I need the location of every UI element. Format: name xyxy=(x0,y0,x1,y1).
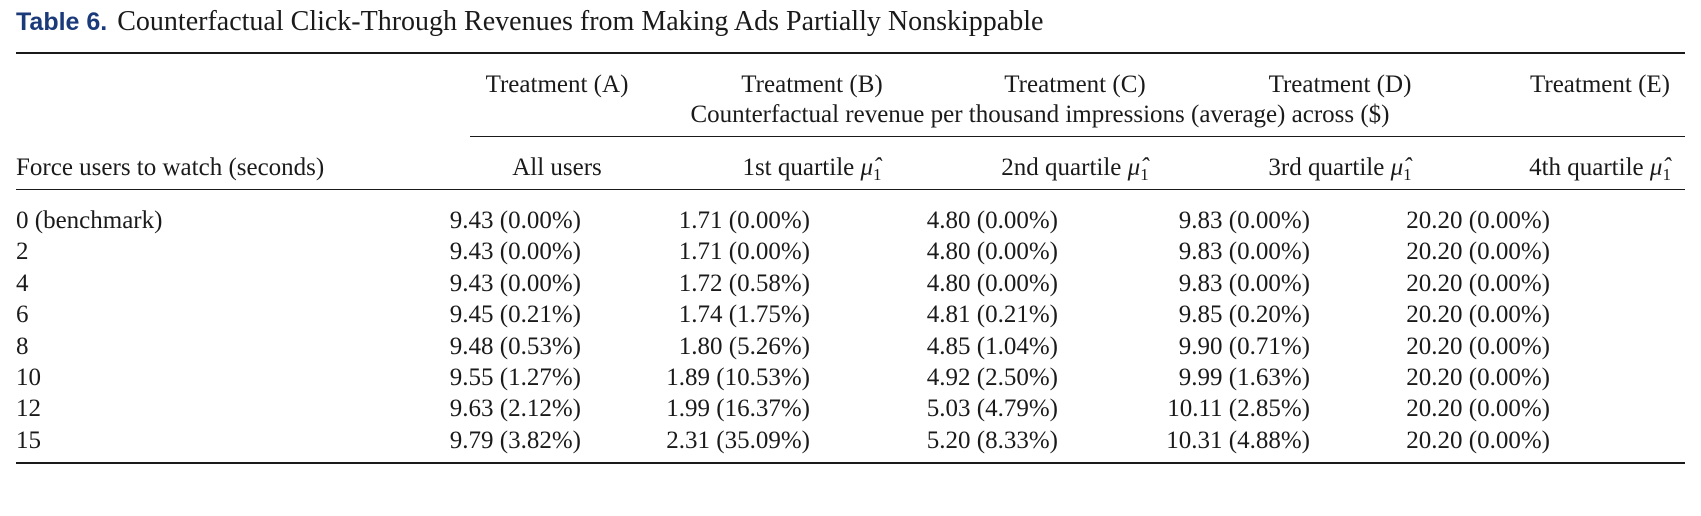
mu-hat-subscript: 1 xyxy=(873,165,882,184)
table-caption: Table 6. Counterfactual Click-Through Rev… xyxy=(16,4,1043,40)
table-cell: 9.43 (0.00%) xyxy=(449,207,581,234)
table-cell: 1.80 (5.26%) xyxy=(678,333,810,360)
row-seconds: 2 xyxy=(16,238,29,265)
table-cell: 4.92 (2.50%) xyxy=(926,364,1058,391)
treatment-header: Treatment (C) xyxy=(1004,71,1146,98)
table-cell: 9.99 (1.63%) xyxy=(1178,364,1310,391)
header-rule xyxy=(16,189,1685,191)
table-cell: 20.20 (0.00%) xyxy=(1406,238,1550,265)
mu-hat-subscript: 1 xyxy=(1140,165,1149,184)
group-header: 2nd quartile μ̂1 xyxy=(935,153,1215,184)
group-header: All users xyxy=(417,153,697,183)
table-cell: 20.20 (0.00%) xyxy=(1406,333,1550,360)
table-cell: 20.20 (0.00%) xyxy=(1406,207,1550,234)
table-cell: 1.99 (16.37%) xyxy=(666,395,810,422)
stub-header: Force users to watch (seconds) xyxy=(16,154,325,181)
table-cell: 9.45 (0.21%) xyxy=(449,301,581,328)
table-label: Table 6. xyxy=(16,8,108,36)
table-cell: 4.81 (0.21%) xyxy=(926,301,1058,328)
table-cell: 20.20 (0.00%) xyxy=(1406,270,1550,297)
table-cell: 9.43 (0.00%) xyxy=(449,238,581,265)
table-cell: 20.20 (0.00%) xyxy=(1406,364,1550,391)
row-seconds: 6 xyxy=(16,301,29,328)
table-cell: 20.20 (0.00%) xyxy=(1406,427,1550,454)
group-header-text: All users xyxy=(512,154,602,181)
group-header-text: 3rd quartile xyxy=(1268,154,1385,181)
table-cell: 9.83 (0.00%) xyxy=(1178,270,1310,297)
spanner-rule xyxy=(470,136,1685,138)
group-header-text: 2nd quartile xyxy=(1001,154,1122,181)
table-cell: 9.55 (1.27%) xyxy=(449,364,581,391)
group-header-text: 1st quartile xyxy=(742,154,855,181)
table-title: Counterfactual Click-Through Revenues fr… xyxy=(117,6,1044,37)
table-cell: 10.31 (4.88%) xyxy=(1166,427,1310,454)
mu-hat-subscript: 1 xyxy=(1403,165,1412,184)
spanner-label: Counterfactual revenue per thousand impr… xyxy=(690,101,1390,128)
treatment-header: Treatment (A) xyxy=(485,71,629,98)
bottom-rule xyxy=(16,462,1685,464)
table-cell: 4.85 (1.04%) xyxy=(926,333,1058,360)
mu-hat-symbol: μ̂ xyxy=(860,154,874,181)
treatment-header: Treatment (D) xyxy=(1268,71,1412,98)
table-cell: 1.71 (0.00%) xyxy=(678,207,810,234)
table-cell: 4.80 (0.00%) xyxy=(926,270,1058,297)
mu-hat-symbol: μ̂ xyxy=(1390,154,1404,181)
table-cell: 9.85 (0.20%) xyxy=(1178,301,1310,328)
mu-hat-symbol: μ̂ xyxy=(1127,154,1141,181)
table-cell: 9.83 (0.00%) xyxy=(1178,207,1310,234)
table-cell: 5.20 (8.33%) xyxy=(926,427,1058,454)
group-header-text: 4th quartile xyxy=(1529,154,1644,181)
mu-hat-subscript: 1 xyxy=(1662,165,1671,184)
group-header: 3rd quartile μ̂1 xyxy=(1200,153,1480,184)
table-cell: 4.80 (0.00%) xyxy=(926,207,1058,234)
table-cell: 1.72 (0.58%) xyxy=(678,270,810,297)
table-cell: 9.83 (0.00%) xyxy=(1178,238,1310,265)
table-cell: 1.89 (10.53%) xyxy=(666,364,810,391)
row-seconds: 10 xyxy=(16,364,41,391)
table-cell: 10.11 (2.85%) xyxy=(1167,395,1310,422)
top-rule xyxy=(16,52,1685,54)
table-cell: 5.03 (4.79%) xyxy=(926,395,1058,422)
row-seconds: 4 xyxy=(16,270,29,297)
mu-hat-symbol: μ̂ xyxy=(1649,154,1663,181)
group-header: 1st quartile μ̂1 xyxy=(672,153,952,184)
table-cell: 9.48 (0.53%) xyxy=(449,333,581,360)
table-cell: 1.74 (1.75%) xyxy=(678,301,810,328)
row-seconds: 8 xyxy=(16,333,29,360)
table-cell: 9.43 (0.00%) xyxy=(449,270,581,297)
table-cell: 9.90 (0.71%) xyxy=(1178,333,1310,360)
treatment-header: Treatment (B) xyxy=(741,71,883,98)
table-cell: 9.79 (3.82%) xyxy=(449,427,581,454)
table-cell: 2.31 (35.09%) xyxy=(666,427,810,454)
group-header: 4th quartile μ̂1 xyxy=(1460,153,1701,184)
table-cell: 4.80 (0.00%) xyxy=(926,238,1058,265)
treatment-header: Treatment (E) xyxy=(1529,71,1670,98)
row-seconds: 15 xyxy=(16,427,41,454)
row-seconds: 12 xyxy=(16,395,41,422)
table-cell: 1.71 (0.00%) xyxy=(678,238,810,265)
table-cell: 9.63 (2.12%) xyxy=(449,395,581,422)
row-seconds: 0 (benchmark) xyxy=(16,207,163,234)
table-cell: 20.20 (0.00%) xyxy=(1406,301,1550,328)
table-cell: 20.20 (0.00%) xyxy=(1406,395,1550,422)
